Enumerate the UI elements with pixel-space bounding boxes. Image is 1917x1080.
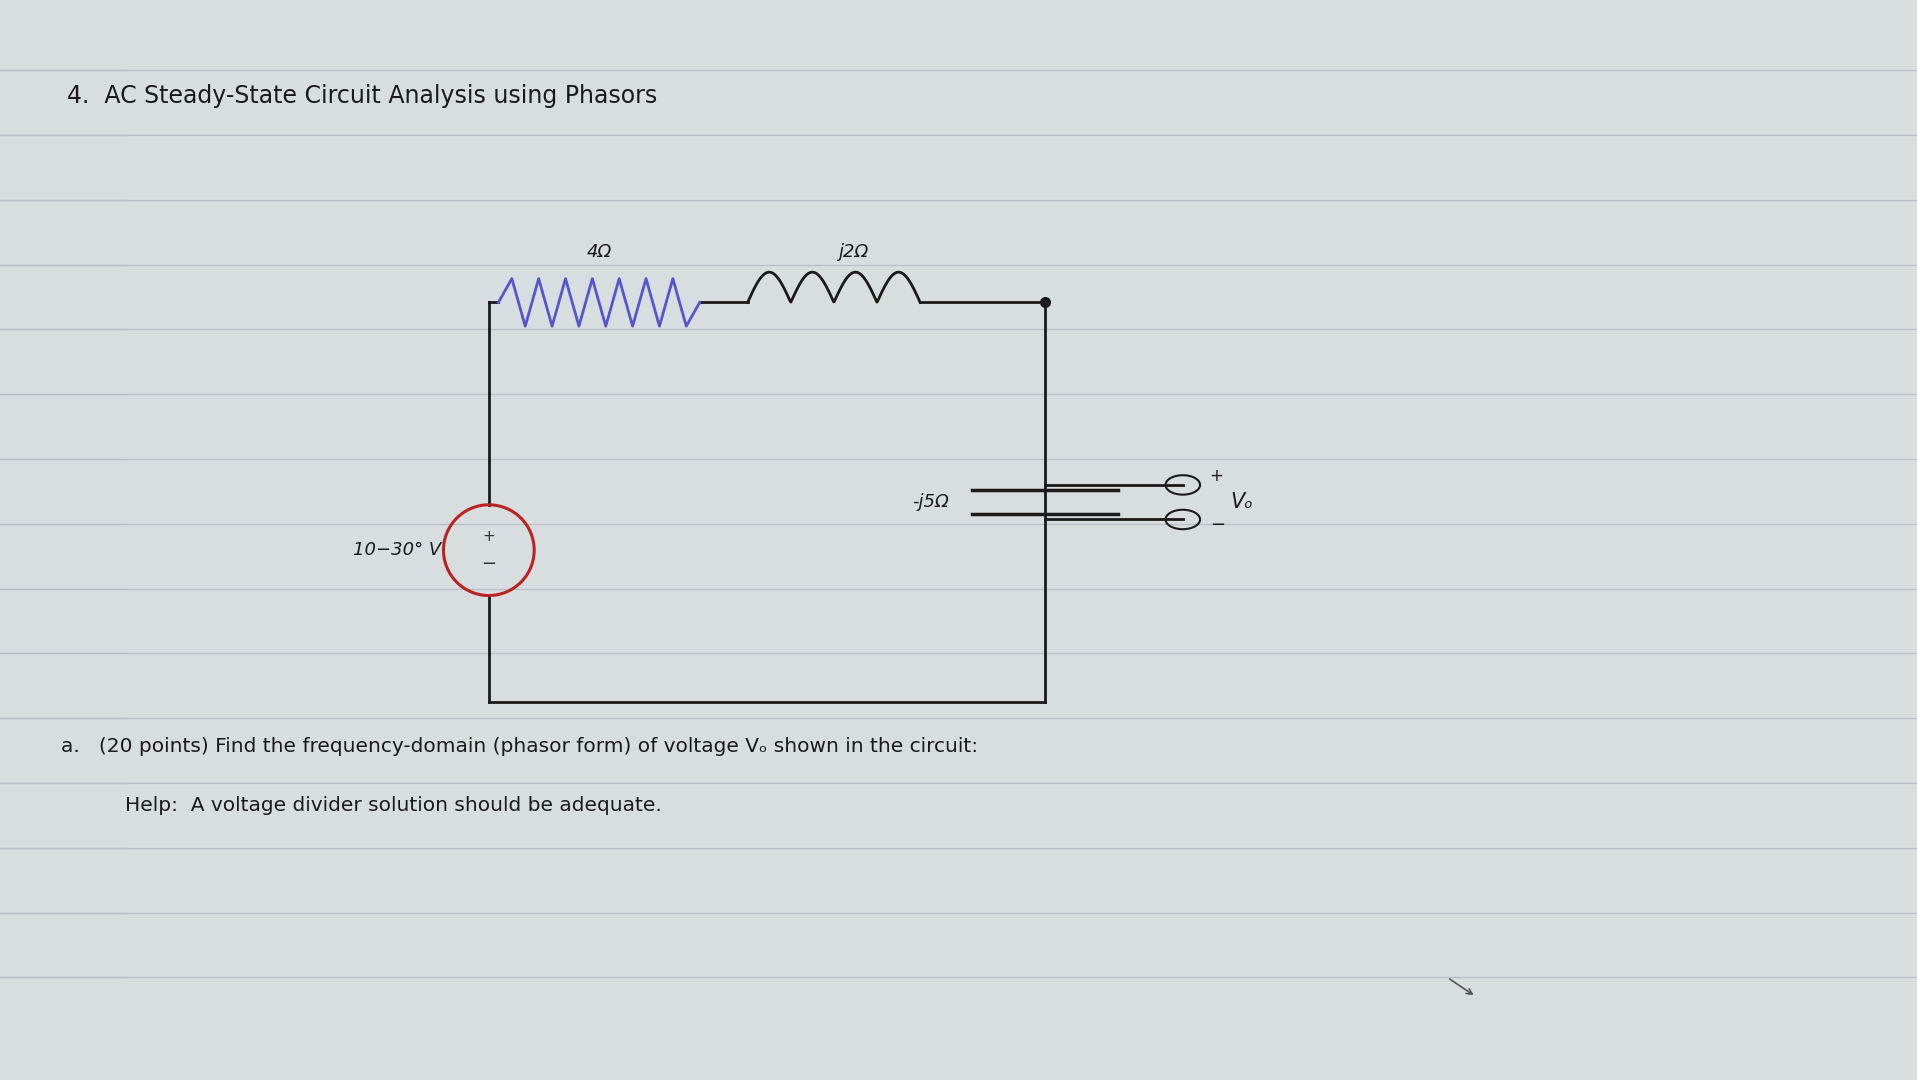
Text: a.   (20 points) Find the frequency-domain (phasor form) of voltage Vₒ shown in : a. (20 points) Find the frequency-domain… [61,737,978,756]
Text: 4Ω: 4Ω [587,243,612,261]
Text: −: − [481,555,497,573]
Text: +: + [1210,468,1223,485]
Text: 10−30° V: 10−30° V [353,541,441,559]
Text: 4.  AC Steady-State Circuit Analysis using Phasors: 4. AC Steady-State Circuit Analysis usin… [67,84,658,108]
Text: -j5Ω: -j5Ω [912,494,949,511]
Text: −: − [1210,516,1225,534]
Text: j2Ω: j2Ω [838,243,868,261]
Text: Vₒ: Vₒ [1231,492,1254,512]
Text: Help:  A voltage divider solution should be adequate.: Help: A voltage divider solution should … [125,796,661,815]
Text: +: + [483,528,495,543]
